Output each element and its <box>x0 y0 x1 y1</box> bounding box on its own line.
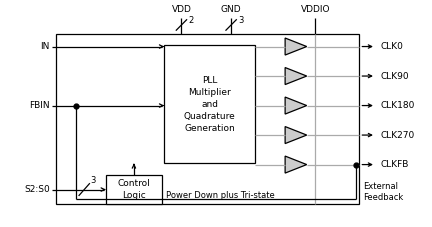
Text: 3: 3 <box>238 16 243 25</box>
Text: Control
Logic: Control Logic <box>118 179 150 200</box>
Text: FBIN: FBIN <box>29 101 50 110</box>
Text: PLL
Multiplier
and
Quadrature
Generation: PLL Multiplier and Quadrature Generation <box>184 76 235 133</box>
Text: VDD: VDD <box>172 5 191 14</box>
Text: External
Feedback: External Feedback <box>363 182 403 202</box>
Text: 2: 2 <box>188 16 194 25</box>
Polygon shape <box>285 67 307 84</box>
Text: Power Down plus Tri-state: Power Down plus Tri-state <box>166 191 275 200</box>
Polygon shape <box>285 38 307 55</box>
Bar <box>56 34 359 204</box>
Polygon shape <box>285 156 307 173</box>
Text: CLK180: CLK180 <box>380 101 415 110</box>
Text: GND: GND <box>221 5 241 14</box>
Text: CLK270: CLK270 <box>380 131 414 140</box>
Text: VDDIO: VDDIO <box>301 5 330 14</box>
Text: S2:S0: S2:S0 <box>24 185 50 194</box>
Text: 3: 3 <box>91 175 96 185</box>
Polygon shape <box>285 126 307 143</box>
Text: CLKFB: CLKFB <box>380 160 409 169</box>
Polygon shape <box>285 97 307 114</box>
Text: CLK0: CLK0 <box>380 42 403 51</box>
Text: CLK90: CLK90 <box>380 72 409 81</box>
Bar <box>106 175 162 204</box>
Text: IN: IN <box>40 42 50 51</box>
Bar <box>164 45 255 163</box>
